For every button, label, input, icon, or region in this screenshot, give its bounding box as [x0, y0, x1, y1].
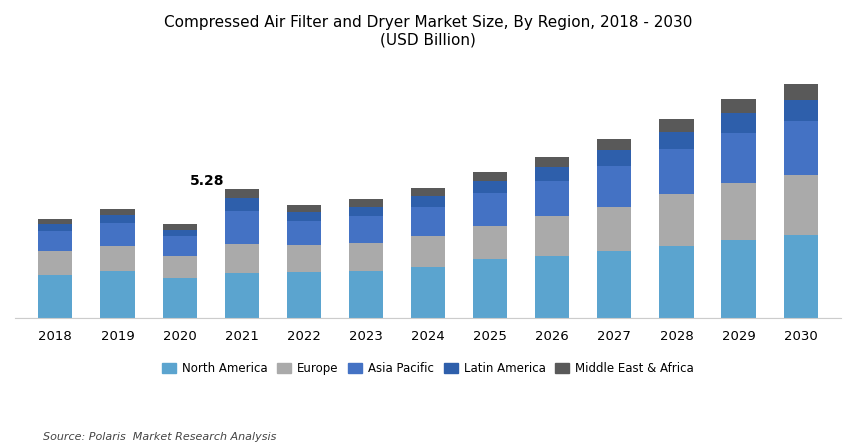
Bar [783, 175, 817, 235]
Bar [473, 181, 508, 193]
Text: Source: Polaris  Market Research Analysis: Source: Polaris Market Research Analysis [43, 432, 276, 442]
Bar [535, 157, 569, 167]
Bar [722, 99, 756, 113]
Bar [722, 133, 756, 183]
Bar [783, 235, 817, 318]
Bar [659, 194, 693, 246]
Bar [100, 246, 134, 272]
Bar [659, 149, 693, 194]
Bar [783, 121, 817, 175]
Bar [348, 206, 383, 216]
Bar [224, 273, 259, 318]
Bar [783, 84, 817, 100]
Bar [411, 267, 445, 318]
Bar [287, 272, 321, 318]
Bar [224, 211, 259, 244]
Bar [39, 224, 73, 231]
Bar [163, 224, 197, 230]
Bar [287, 245, 321, 272]
Bar [348, 199, 383, 206]
Bar [411, 188, 445, 196]
Bar [597, 251, 632, 318]
Bar [163, 236, 197, 256]
Bar [39, 219, 73, 224]
Bar [287, 220, 321, 245]
Bar [597, 150, 632, 166]
Bar [411, 236, 445, 267]
Text: 5.28: 5.28 [190, 173, 225, 187]
Bar [659, 119, 693, 132]
Bar [224, 198, 259, 211]
Legend: North America, Europe, Asia Pacific, Latin America, Middle East & Africa: North America, Europe, Asia Pacific, Lat… [158, 357, 698, 380]
Bar [224, 244, 259, 273]
Bar [535, 256, 569, 318]
Bar [659, 132, 693, 149]
Bar [597, 206, 632, 251]
Bar [411, 206, 445, 236]
Bar [348, 216, 383, 243]
Bar [597, 166, 632, 206]
Bar [783, 100, 817, 121]
Bar [535, 181, 569, 216]
Bar [100, 209, 134, 215]
Bar [535, 216, 569, 256]
Bar [39, 275, 73, 318]
Bar [411, 196, 445, 206]
Bar [473, 226, 508, 259]
Bar [287, 205, 321, 212]
Bar [473, 259, 508, 318]
Bar [473, 193, 508, 226]
Bar [722, 113, 756, 133]
Bar [473, 172, 508, 181]
Bar [597, 139, 632, 150]
Bar [348, 243, 383, 271]
Bar [39, 231, 73, 251]
Bar [722, 240, 756, 318]
Bar [163, 256, 197, 277]
Bar [348, 271, 383, 318]
Title: Compressed Air Filter and Dryer Market Size, By Region, 2018 - 2030
(USD Billion: Compressed Air Filter and Dryer Market S… [163, 15, 693, 47]
Bar [163, 277, 197, 318]
Bar [535, 167, 569, 181]
Bar [722, 183, 756, 240]
Bar [659, 246, 693, 318]
Bar [100, 215, 134, 223]
Bar [39, 251, 73, 275]
Bar [163, 230, 197, 236]
Bar [100, 272, 134, 318]
Bar [287, 212, 321, 220]
Bar [224, 189, 259, 198]
Bar [100, 223, 134, 246]
